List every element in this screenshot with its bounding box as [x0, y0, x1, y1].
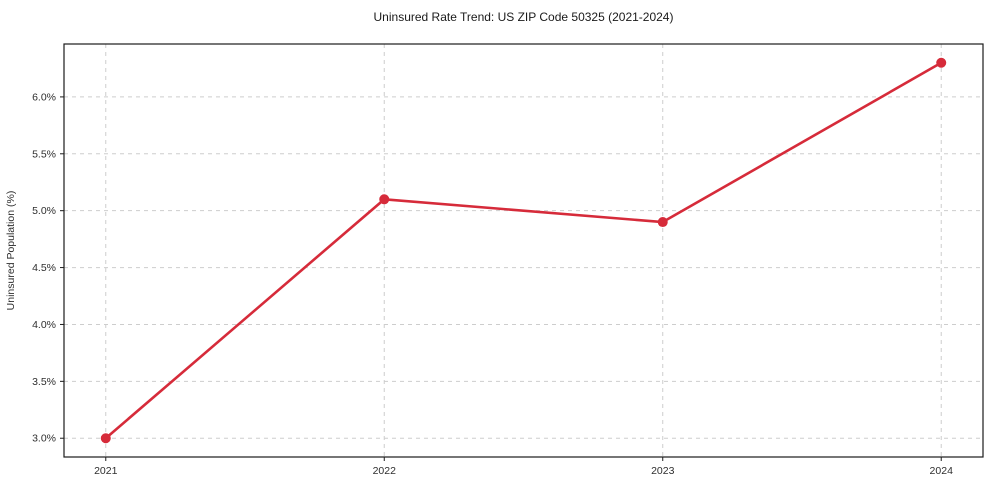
x-tick-label: 2024: [930, 465, 954, 477]
y-tick-label: 4.0%: [32, 319, 56, 331]
y-tick-label: 3.5%: [32, 376, 56, 388]
data-point-marker: [936, 57, 947, 68]
trend-line: [104, 61, 943, 440]
y-tick-label: 5.0%: [32, 205, 56, 217]
x-tick-label: 2023: [651, 465, 675, 477]
x-tick-label: 2022: [373, 465, 397, 477]
data-point-marker: [379, 194, 390, 205]
data-point-marker: [100, 433, 111, 444]
y-tick-label: 4.5%: [32, 262, 56, 274]
y-tick-label: 3.0%: [32, 433, 56, 445]
x-tick-label: 2021: [94, 465, 118, 477]
data-point-marker: [657, 217, 668, 228]
plot-border: [63, 43, 984, 458]
chart-title: Uninsured Rate Trend: US ZIP Code 50325 …: [373, 10, 674, 24]
y-tick-label: 6.0%: [32, 91, 56, 103]
y-axis-label: Uninsured Population (%): [5, 191, 17, 311]
y-tick-label: 5.5%: [32, 148, 56, 160]
